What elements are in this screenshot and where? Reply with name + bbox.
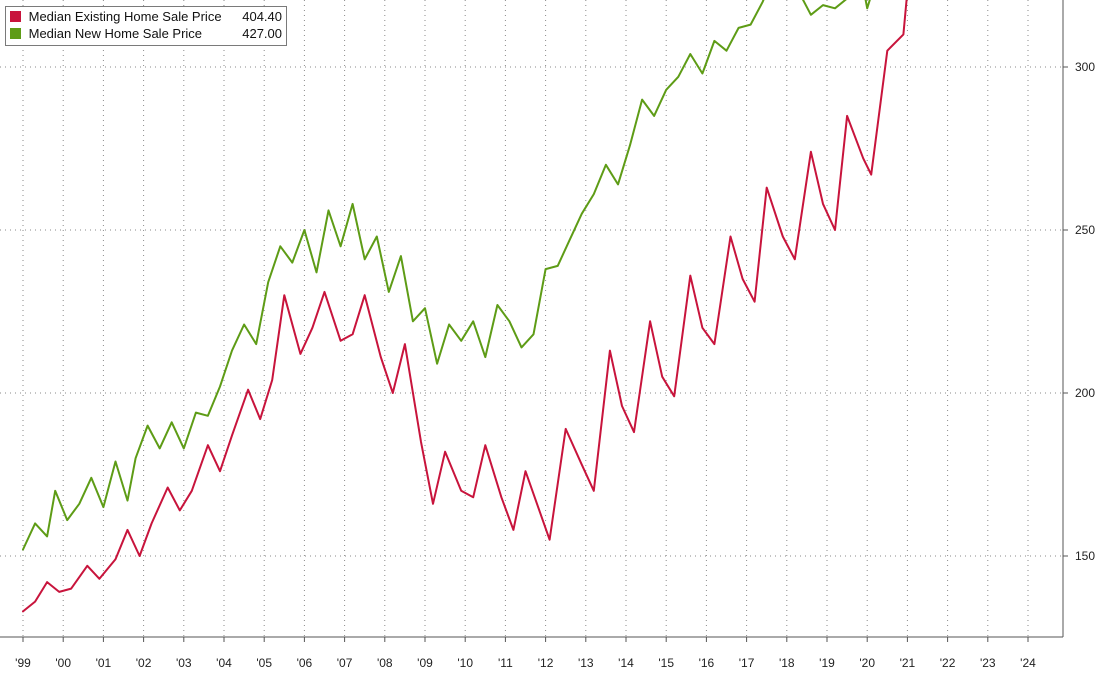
legend-label-existing: Median Existing Home Sale Price <box>28 9 222 24</box>
y-tick-label: 150 <box>1075 549 1095 563</box>
x-tick-label: '03 <box>176 656 192 670</box>
y-tick-label: 200 <box>1075 386 1095 400</box>
label-layer: 150200250300350400450'99'00'01'02'03'04'… <box>15 60 1095 670</box>
legend-swatch-existing <box>10 11 21 22</box>
series-layer <box>22 0 908 613</box>
x-tick-label: '07 <box>337 656 353 670</box>
x-tick-label: '02 <box>136 656 152 670</box>
series-line-new <box>22 0 871 551</box>
x-tick-label: '19 <box>819 656 835 670</box>
x-tick-label: '10 <box>457 656 473 670</box>
x-tick-label: '16 <box>699 656 715 670</box>
axis-layer <box>0 0 1068 642</box>
x-tick-label: '12 <box>538 656 554 670</box>
legend-item-existing: Median Existing Home Sale Price 404.40 <box>10 9 282 26</box>
x-tick-label: '09 <box>417 656 433 670</box>
x-tick-label: '04 <box>216 656 232 670</box>
x-tick-label: '11 <box>498 656 513 670</box>
y-tick-label: 250 <box>1075 223 1095 237</box>
x-tick-label: '17 <box>739 656 755 670</box>
x-tick-label: '99 <box>15 656 31 670</box>
x-tick-label: '13 <box>578 656 594 670</box>
x-tick-label: '24 <box>1020 656 1036 670</box>
legend-value-existing: 404.40 <box>242 9 282 24</box>
legend: Median Existing Home Sale Price 404.40 M… <box>5 6 287 46</box>
grid-layer <box>0 0 1062 637</box>
legend-swatch-new <box>10 28 21 39</box>
x-tick-label: '14 <box>618 656 634 670</box>
x-tick-label: '05 <box>256 656 272 670</box>
x-tick-label: '18 <box>779 656 795 670</box>
series-line-existing <box>22 0 908 613</box>
x-tick-label: '00 <box>55 656 71 670</box>
x-tick-label: '15 <box>658 656 674 670</box>
legend-item-new: Median New Home Sale Price 427.00 <box>10 26 282 43</box>
x-tick-label: '20 <box>859 656 875 670</box>
x-tick-label: '01 <box>96 656 112 670</box>
x-tick-label: '06 <box>297 656 313 670</box>
legend-value-new: 427.00 <box>242 26 282 41</box>
x-tick-label: '23 <box>980 656 996 670</box>
x-tick-label: '22 <box>940 656 956 670</box>
y-tick-label: 300 <box>1075 60 1095 74</box>
x-tick-label: '08 <box>377 656 393 670</box>
legend-label-new: Median New Home Sale Price <box>28 26 203 41</box>
x-tick-label: '21 <box>900 656 916 670</box>
